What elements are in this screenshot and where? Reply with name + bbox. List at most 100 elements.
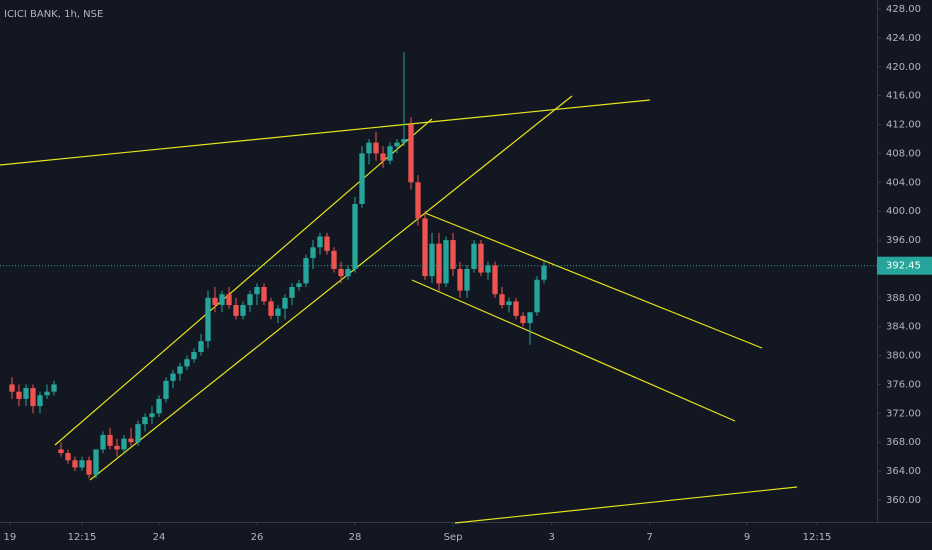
y-tick-label: 364.00 [886,466,921,477]
candle-body [233,305,239,316]
candle-body [310,247,316,259]
candle-body [366,142,372,154]
candle-body [436,243,442,284]
y-tick-label: 412.00 [886,120,921,131]
candle-body [415,182,421,219]
x-tick-label: 19 [4,532,17,543]
candle-body [352,203,358,269]
trendline [454,486,798,524]
candle-body [338,268,344,277]
candle-body [191,351,197,360]
candle-body [492,265,498,295]
candle-body [142,416,148,425]
last-price-label: 392.45 [886,261,921,272]
candle-body [513,301,519,316]
candle-body [471,243,477,269]
trendline [54,118,433,446]
candle-body [268,301,274,316]
chart-title: ICICI BANK, 1h, NSE [4,9,103,20]
candle-body [422,218,428,277]
candle-body [121,438,127,450]
y-tick-label: 424.00 [886,33,921,44]
candle-body [44,391,50,396]
candle-body [401,138,407,143]
candle-body [205,297,211,342]
y-tick-label: 400.00 [886,206,921,217]
y-tick-label: 420.00 [886,62,921,73]
candle-body [478,243,484,273]
candle-body [170,373,176,381]
y-tick-label: 416.00 [886,91,921,102]
candle-body [408,124,414,183]
trendline [424,212,763,349]
candle-body [51,384,57,392]
candle-body [324,236,330,251]
candle-body [394,142,400,147]
candle-body [527,312,533,324]
candle-body [58,449,64,454]
y-tick-label: 376.00 [886,379,921,390]
candle-body [114,445,120,450]
candle-body [485,265,491,273]
y-tick-label: 388.00 [886,293,921,304]
candle-body [534,279,540,313]
candle-body [457,268,463,291]
candle-body [100,435,106,450]
candle-body [247,294,253,306]
candle-body [65,453,71,461]
trendline [0,99,651,166]
candle-body [317,236,323,248]
candle-body [156,398,162,414]
candle-body [429,243,435,277]
candle-body [72,460,78,468]
candle-body [135,424,141,443]
x-tick-label: 9 [744,532,750,543]
candle-body [23,388,29,399]
x-tick-label: 12:15 [68,532,97,543]
candle-body [163,380,169,399]
candle-body [275,308,281,316]
candle-body [149,413,155,417]
x-tick-label: 3 [549,532,555,543]
candle-body [219,294,225,306]
candle-body [254,286,260,295]
last-price-box [877,256,932,275]
candle-body [450,240,456,269]
candle-body [506,301,512,306]
candle-body [303,258,309,284]
candle-body [226,294,232,306]
x-tick-label: 7 [647,532,653,543]
candle-body [331,250,337,269]
candle-body [37,395,43,407]
candle-body [261,286,267,302]
y-tick-label: 372.00 [886,408,921,419]
x-tick-label: 24 [153,532,166,543]
candle-body [79,460,85,468]
candle-body [212,297,218,306]
candle-body [443,240,449,284]
candle-body [9,384,15,392]
candle-body [289,286,295,298]
candle-body [184,359,190,367]
trendline [89,95,573,481]
y-tick-label: 380.00 [886,351,921,362]
candle-body [464,268,470,291]
candle-body [541,265,547,280]
candle-body [177,366,183,374]
y-tick-label: 384.00 [886,322,921,333]
trendlines [0,52,798,524]
trendline [411,279,736,422]
x-tick-label: 28 [349,532,362,543]
candle-body [30,388,36,407]
candle-body [16,391,22,399]
y-tick-label: 408.00 [886,148,921,159]
candle-body [387,146,393,161]
candle-body [380,153,386,161]
candle-body [107,435,113,446]
candle-body [373,142,379,154]
y-tick-label: 360.00 [886,495,921,506]
candle-body [93,449,99,475]
candle-body [359,153,365,204]
y-tick-label: 404.00 [886,177,921,188]
